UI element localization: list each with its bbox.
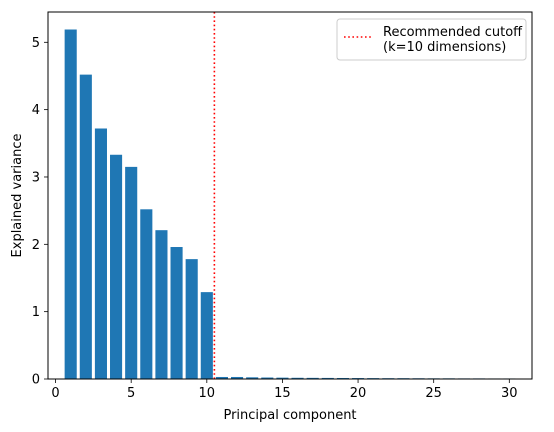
x-tick-label: 25 — [425, 386, 442, 401]
legend: Recommended cutoff (k=10 dimensions) — [336, 18, 527, 61]
y-tick-label: 2 — [32, 238, 40, 253]
bar-component-1 — [64, 29, 77, 379]
bar-component-16 — [291, 377, 304, 379]
bar-component-18 — [321, 377, 334, 379]
bar-component-13 — [246, 377, 259, 379]
bar-component-4 — [110, 154, 123, 379]
bar-component-6 — [140, 209, 153, 379]
bars-group — [64, 29, 516, 380]
bar-component-15 — [276, 377, 289, 379]
bar-component-11 — [215, 376, 228, 379]
bar-component-3 — [94, 128, 107, 379]
y-tick-label: 4 — [32, 103, 40, 118]
legend-box — [336, 18, 527, 61]
x-axis-ticks: 0 5 10 15 20 25 30 — [51, 379, 518, 401]
y-tick-label: 0 — [32, 373, 40, 388]
y-tick-label: 5 — [32, 36, 40, 51]
bar-component-19 — [336, 377, 349, 379]
bar-component-5 — [125, 166, 138, 379]
bar-component-10 — [200, 292, 213, 379]
bar-component-17 — [306, 377, 319, 379]
x-tick-label: 5 — [127, 386, 135, 401]
legend-label-line1: Recommended cutoff — [383, 25, 523, 40]
bar-component-7 — [155, 230, 168, 379]
x-tick-label: 15 — [274, 386, 291, 401]
bar-component-8 — [170, 247, 183, 379]
bar-component-9 — [185, 259, 198, 379]
x-tick-label: 30 — [501, 386, 518, 401]
bar-component-2 — [79, 74, 92, 380]
bar-component-14 — [261, 377, 274, 379]
x-tick-label: 10 — [199, 386, 216, 401]
x-tick-label: 20 — [350, 386, 367, 401]
legend-label-line2: (k=10 dimensions) — [383, 40, 506, 55]
x-axis-title: Principal component — [223, 408, 356, 423]
y-axis-title: Explained variance — [10, 134, 25, 258]
bar-component-12 — [231, 376, 244, 379]
y-tick-label: 3 — [32, 170, 40, 185]
y-tick-label: 1 — [32, 305, 40, 320]
plot-frame — [47, 11, 533, 380]
y-axis-ticks: 0 1 2 3 4 5 — [32, 36, 48, 388]
x-tick-label: 0 — [51, 386, 59, 401]
